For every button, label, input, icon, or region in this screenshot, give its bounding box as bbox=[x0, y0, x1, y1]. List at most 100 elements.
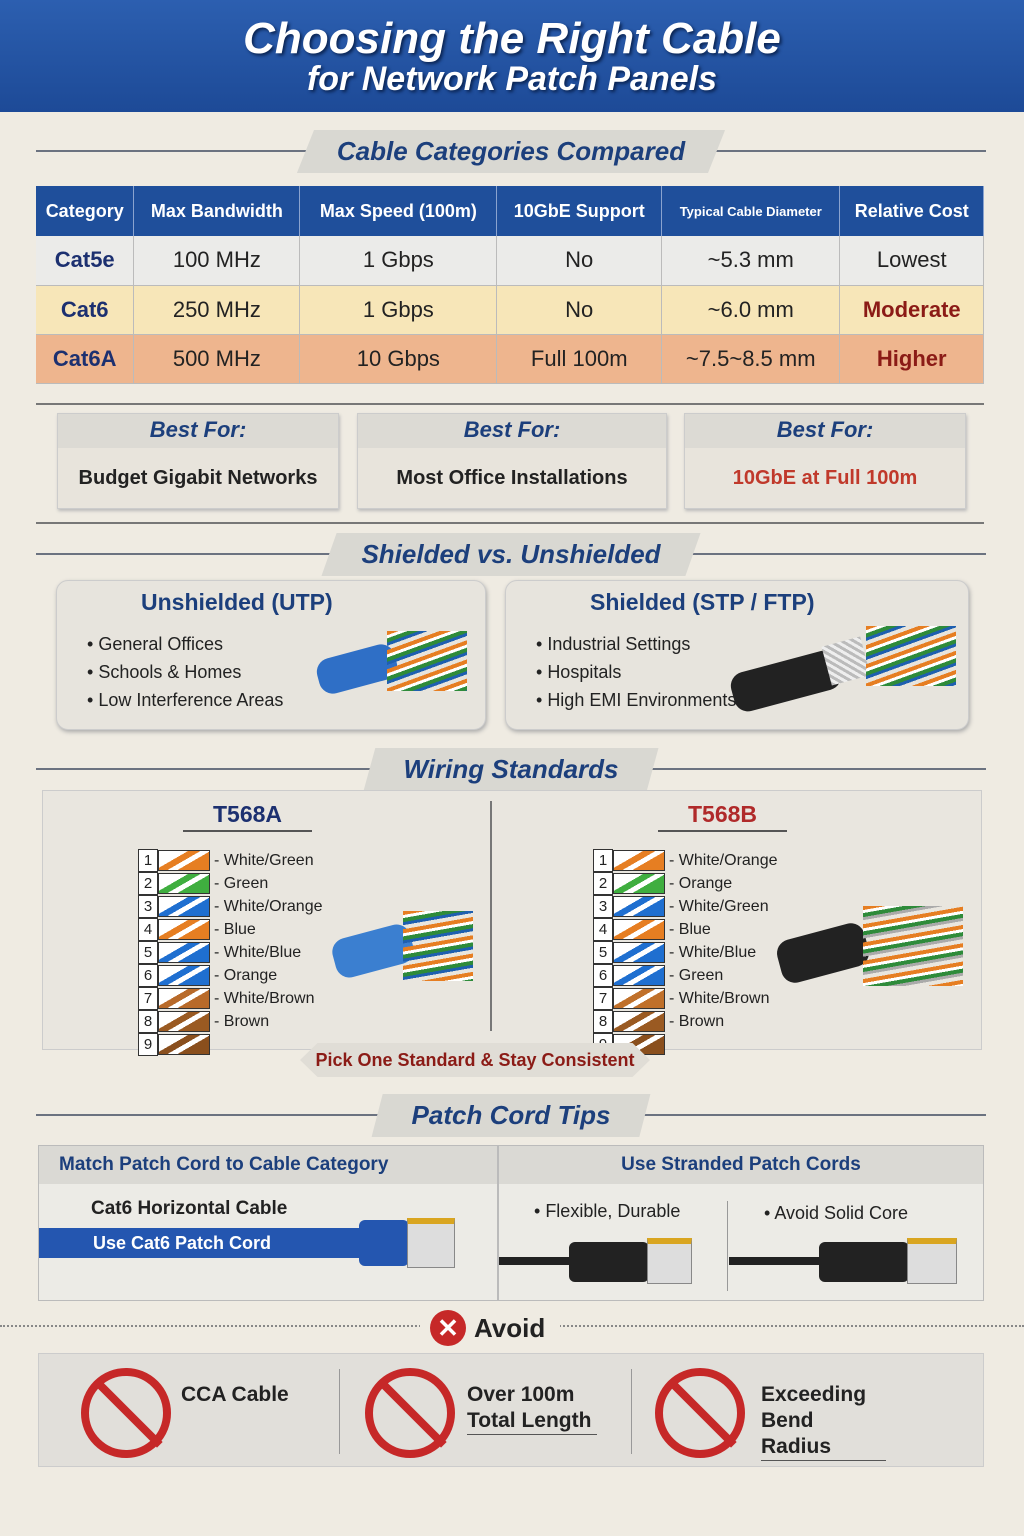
col-header: Max Speed (100m) bbox=[299, 186, 498, 236]
blue-patch-cord-icon: Use Cat6 Patch Cord bbox=[39, 1228, 359, 1258]
avoid-item: Over 100m Total Length bbox=[467, 1382, 597, 1435]
tip-text: Flexible, Durable bbox=[545, 1201, 681, 1221]
category-table: Category Max Bandwidth Max Speed (100m) … bbox=[36, 186, 984, 384]
list-item: • Avoid Solid Core bbox=[764, 1203, 909, 1223]
wire-color-swatch bbox=[613, 919, 665, 940]
t568a-title: T568A bbox=[183, 801, 313, 832]
cell: ~6.0 mm bbox=[661, 285, 841, 335]
cell: 10 Gbps bbox=[299, 334, 498, 384]
best-for-value: 10GbE at Full 100m bbox=[732, 467, 918, 489]
pin-number: 5 bbox=[138, 941, 158, 964]
connector-boot-icon bbox=[359, 1220, 409, 1266]
x-circle-icon: ✕ bbox=[430, 1310, 466, 1346]
pin-number: 8 bbox=[138, 1010, 158, 1033]
best-for-cat6: Best For: Most Office Installations bbox=[357, 413, 667, 509]
section-wiring: Wiring Standards bbox=[36, 748, 986, 791]
stranded-cord-icon bbox=[499, 1257, 619, 1265]
wire-color-swatch bbox=[158, 942, 210, 963]
wire-label: Blue bbox=[669, 921, 711, 939]
wire-color-swatch bbox=[158, 873, 210, 894]
wire-color-swatch bbox=[158, 965, 210, 986]
col-header: Max Bandwidth bbox=[133, 186, 301, 236]
wire-color-swatch bbox=[613, 988, 665, 1009]
list-item: • Flexible, Durable bbox=[534, 1201, 681, 1221]
cell: No bbox=[496, 236, 663, 286]
best-for-cat6a: Best For: 10GbE at Full 100m bbox=[684, 413, 966, 509]
avoid-heading: ✕ Avoid bbox=[420, 1308, 560, 1348]
wire-color-swatch bbox=[613, 873, 665, 894]
utp-title: Unshielded (UTP) bbox=[141, 589, 333, 615]
wire-label: White/Blue bbox=[214, 944, 301, 962]
best-for-title: Best For: bbox=[58, 414, 338, 448]
page-title: Choosing the Right Cable bbox=[243, 14, 781, 63]
wire-color-swatch bbox=[158, 919, 210, 940]
wire-label: Blue bbox=[214, 921, 256, 939]
wire-color-swatch bbox=[158, 1034, 210, 1055]
best-for-cat5e: Best For: Budget Gigabit Networks bbox=[57, 413, 339, 509]
pin-row: 8 Brown bbox=[593, 1010, 778, 1033]
wire-label: White/Orange bbox=[669, 852, 778, 870]
list-item: High EMI Environments bbox=[536, 686, 968, 714]
pin-row: 7 White/Brown bbox=[138, 987, 323, 1010]
table-row: Cat6 250 MHz 1 Gbps No ~6.0 mm Moderate bbox=[36, 285, 984, 335]
cell: Cat6 bbox=[36, 285, 135, 335]
pin-number: 1 bbox=[593, 849, 613, 872]
wire-color-swatch bbox=[158, 850, 210, 871]
pin-row: 4 Blue bbox=[593, 918, 778, 941]
no-cca-cable-icon bbox=[81, 1368, 171, 1458]
list-item: Industrial Settings bbox=[536, 630, 968, 658]
pin-number: 6 bbox=[138, 964, 158, 987]
wire-color-swatch bbox=[613, 1011, 665, 1032]
list-item: General Offices bbox=[87, 630, 485, 658]
cell: Cat6A bbox=[36, 334, 135, 384]
wire-label: Brown bbox=[669, 1013, 724, 1031]
section-title: Cable Categories Compared bbox=[296, 130, 726, 173]
pin-row: 6 Green bbox=[593, 964, 778, 987]
wire-label: Green bbox=[669, 967, 723, 985]
section-title: Patch Cord Tips bbox=[371, 1094, 651, 1137]
wire-label: White/Green bbox=[214, 852, 314, 870]
section-title: Shielded vs. Unshielded bbox=[321, 533, 701, 576]
section-title: Avoid bbox=[474, 1312, 546, 1343]
wire-label: Orange bbox=[669, 875, 732, 893]
t568b-pinout: 1 White/Orange 2 Orange 3 White/Green 4 Blue 5 Wh… bbox=[593, 849, 778, 1056]
cell: 1 Gbps bbox=[299, 285, 498, 335]
pin-row: 6 Orange bbox=[138, 964, 323, 987]
pin-number: 2 bbox=[593, 872, 613, 895]
wires-icon bbox=[863, 906, 963, 986]
avoid-item: Exceeding Bend Radius bbox=[761, 1382, 886, 1461]
stp-panel: Shielded (STP / FTP) Industrial Settings… bbox=[505, 580, 969, 730]
list-item: Low Interference Areas bbox=[87, 686, 485, 714]
connector-boot-icon bbox=[569, 1242, 649, 1282]
cell: 1 Gbps bbox=[299, 236, 498, 286]
cell: 100 MHz bbox=[133, 236, 301, 286]
pin-number: 4 bbox=[138, 918, 158, 941]
pin-row: 2 Orange bbox=[593, 872, 778, 895]
cell: Higher bbox=[839, 334, 984, 384]
wires-icon bbox=[387, 631, 467, 691]
connector-boot-icon bbox=[819, 1242, 909, 1282]
wire-label: Orange bbox=[214, 967, 277, 985]
pin-number: 2 bbox=[138, 872, 158, 895]
pin-row: 5 White/Blue bbox=[593, 941, 778, 964]
section-patch: Patch Cord Tips bbox=[36, 1094, 986, 1137]
col-header: Relative Cost bbox=[839, 186, 984, 236]
pin-number: 6 bbox=[593, 964, 613, 987]
best-for-value: Budget Gigabit Networks bbox=[78, 467, 318, 489]
pin-number: 5 bbox=[593, 941, 613, 964]
t568b-title: T568B bbox=[658, 801, 788, 832]
col-header: 10GbE Support bbox=[496, 186, 663, 236]
tip-text: Cat6 Horizontal Cable bbox=[91, 1198, 288, 1219]
pin-number: 7 bbox=[138, 987, 158, 1010]
header: Choosing the Right Cable for Network Pat… bbox=[0, 0, 1024, 112]
wire-label: White/Green bbox=[669, 898, 769, 916]
wire-label: Green bbox=[214, 875, 268, 893]
pin-row: 4 Blue bbox=[138, 918, 323, 941]
wire-color-swatch bbox=[613, 942, 665, 963]
pin-row: 1 White/Green bbox=[138, 849, 323, 872]
wiring-note: Pick One Standard & Stay Consistent bbox=[300, 1043, 650, 1077]
cell: ~5.3 mm bbox=[661, 236, 841, 286]
match-category-tip: Match Patch Cord to Cable Category Cat6 … bbox=[38, 1145, 498, 1301]
cell: Full 100m bbox=[496, 334, 663, 384]
utp-panel: Unshielded (UTP) General OfficesSchools … bbox=[56, 580, 486, 730]
